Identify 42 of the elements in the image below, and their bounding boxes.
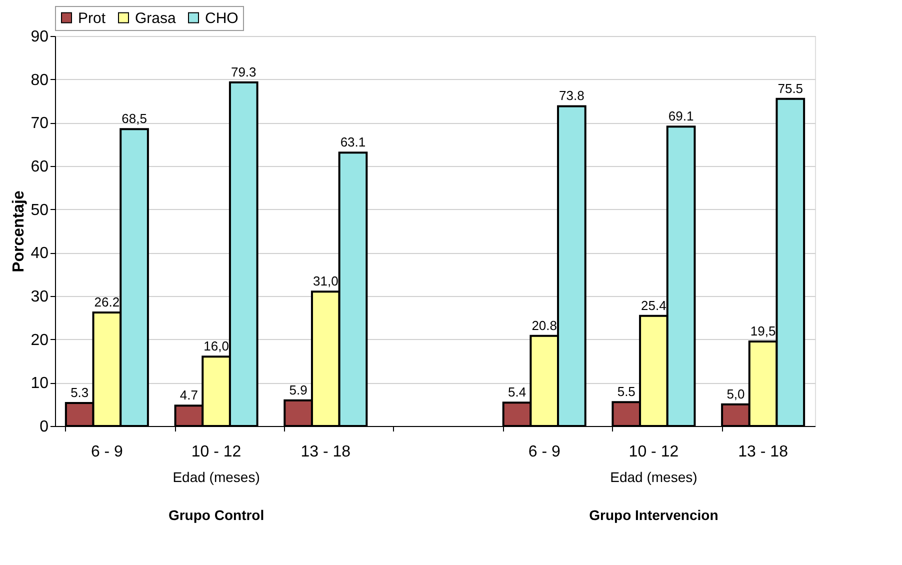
y-tick-label: 70 [30, 115, 49, 132]
data-label: 69.1 [668, 108, 694, 124]
data-label: 19,5 [750, 324, 776, 338]
y-tick-label: 50 [30, 202, 49, 219]
y-tick-label: 10 [30, 375, 49, 392]
data-label: 63.1 [340, 134, 366, 150]
y-tick-label: 60 [30, 158, 49, 176]
data-label: 5.5 [617, 384, 636, 400]
data-label: 5.9 [289, 382, 308, 398]
y-tick-label: 80 [30, 72, 49, 89]
data-label: 26.2 [94, 294, 120, 310]
data-label: 5.3 [70, 385, 89, 400]
data-label: 16,0 [204, 338, 229, 354]
x-tick-label: 13 - 18 [738, 444, 788, 460]
data-label: 68,5 [122, 111, 147, 126]
x-tick-label: 13 - 18 [300, 444, 351, 460]
y-tick-label: 30 [30, 288, 49, 306]
x-tick-label: 10 - 12 [191, 444, 242, 460]
data-label: 75.5 [778, 80, 804, 96]
x-tick-label: 10 - 12 [628, 444, 679, 460]
legend-label: Prot [78, 10, 106, 27]
data-label: 25.4 [641, 298, 666, 313]
data-label: 5.4 [508, 384, 526, 400]
y-tick-label: 0 [40, 418, 49, 436]
data-label: 4.7 [180, 388, 198, 403]
text: Grupo Control [168, 507, 264, 523]
text: Edad (meses) [172, 469, 260, 485]
text: Grupo Intervencion [589, 507, 718, 523]
data-label: 79.3 [230, 64, 256, 80]
x-tick-label: 6 - 9 [528, 444, 560, 460]
data-label: 20.8 [532, 318, 558, 333]
y-tick-label: 40 [30, 245, 49, 262]
data-label: 31,0 [312, 274, 338, 289]
text: Edad (meses) [610, 469, 698, 485]
data-label: 73.8 [559, 88, 584, 104]
y-tick-label: 20 [30, 332, 49, 349]
data-label: 5,0 [726, 386, 745, 402]
legend-label: Grasa [135, 10, 177, 27]
y-axis-title: Porcentaje [10, 190, 28, 272]
y-tick-label: 90 [30, 28, 49, 46]
legend-label: CHO [205, 10, 238, 27]
x-tick-label: 6 - 9 [90, 444, 124, 460]
